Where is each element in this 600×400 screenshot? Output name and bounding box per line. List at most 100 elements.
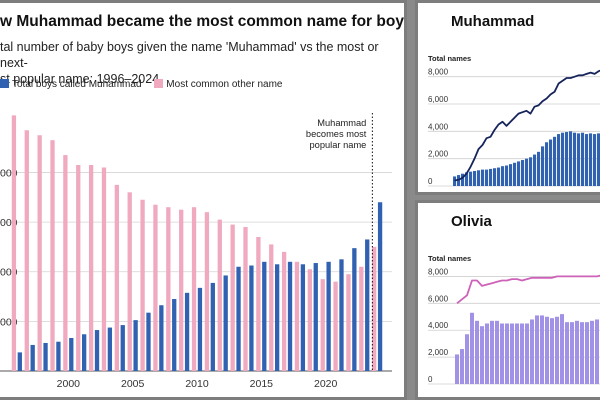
bar-other-1996 [11,115,17,371]
bar-2009 [505,165,509,186]
bar-2004 [495,320,499,384]
y-tick-label: 4,000 [428,321,449,330]
y-tick-label: 8,000 [428,267,449,276]
bar-2007 [497,167,501,186]
bar-2006 [505,323,509,384]
bar-2010 [509,164,513,186]
x-tick-label: 2010 [185,378,209,390]
bar-2001 [473,170,477,186]
bar-2018 [565,322,569,384]
muhammad-panel: Muhammad Total names 8,000 6,000 4,000 2,000… [415,0,600,195]
bar-1997 [460,349,464,384]
bar-other-2010 [191,207,197,371]
bar-1998 [465,334,469,384]
bar-muhammad-2017 [287,261,293,371]
bar-muhammad-2001 [82,334,87,371]
bar-2012 [535,315,539,384]
bar-2016 [555,316,559,384]
bar-2025 [569,131,573,186]
bar-other-2014 [243,227,248,371]
bar-2023 [561,132,565,186]
bar-2000 [475,320,479,384]
bar-2014 [525,158,529,186]
bar-muhammad-2014 [249,265,254,371]
y-tick-label: 6,000 [428,294,449,303]
bar-2017 [537,151,541,186]
bar-other-1997 [24,130,29,371]
bar-2028 [581,132,585,186]
bar-2008 [501,166,505,186]
x-tick-label: 2015 [250,378,274,390]
bar-other-2008 [166,207,171,371]
chart-legend: Total boys called Muhammad Most common o… [0,79,292,90]
bar-other-2005 [127,192,132,371]
bar-other-2019 [307,269,312,371]
y-tick-label: 4,000 [428,122,449,131]
bar-2031 [593,134,597,186]
annotation-text: Muhammad [317,118,366,128]
bar-2010 [525,323,529,384]
bar-2008 [515,323,519,384]
trend-line [454,69,600,182]
bar-2005 [500,323,504,384]
bar-2026 [573,132,577,186]
bar-2013 [540,315,544,384]
bar-1999 [470,312,474,384]
bar-other-2023 [359,266,364,371]
bar-other-2000 [63,155,68,371]
bar-1996 [455,354,459,384]
bar-other-2013 [230,224,235,371]
bar-other-2017 [281,251,287,371]
chart-title: w Muhammad became the most common name f… [0,13,407,30]
bar-other-2020 [320,279,325,371]
y-tick-label: 0 [428,375,433,384]
bar-muhammad-2013 [236,266,241,371]
bar-other-2011 [204,212,210,371]
bar-muhammad-2019 [313,263,318,371]
bar-muhammad-2016 [275,264,280,371]
bar-2022 [557,134,561,186]
bar-2002 [485,323,489,384]
bar-other-2022 [346,274,351,371]
legend-swatch-muhammad [0,79,9,88]
bar-other-2021 [333,281,338,371]
bar-2015 [550,318,554,384]
bar-2020 [575,320,579,384]
bar-muhammad-2003 [107,327,113,371]
annotation-text: popular name [310,140,367,150]
bar-other-1998 [37,135,42,371]
bar-2017 [560,314,564,384]
bar-muhammad-2000 [69,337,74,371]
chart-subtitle-line2: st popular name: 1996–2024 [0,72,160,86]
bar-2011 [513,162,517,186]
bar-2018 [541,146,545,186]
bar-muhammad-2018 [300,264,306,371]
olivia-mini-chart: Total names 8,000 6,000 4,000 2,000 0 [428,254,600,385]
bar-muhammad-2020 [326,261,331,371]
x-tick-label: 2005 [121,378,145,390]
bar-other-2018 [294,261,300,371]
bar-2016 [533,154,537,186]
bar-muhammad-2015 [262,261,267,371]
main-chart-panel: w Muhammad became the most common name f… [0,0,407,400]
bar-other-2003 [101,167,107,371]
x-tick-label: 2000 [57,378,81,390]
legend-item-muhammad: Total boys called Muhammad [0,79,144,90]
bar-1998 [461,173,465,186]
olivia-panel: Olivia Total names 8,000 6,000 4,000 2,000 0 [415,200,600,400]
y-tick-label: 6,000 [428,95,449,104]
y-tick-label: 8,000 [428,68,449,77]
bar-2020 [549,139,553,186]
bar-2023 [590,320,594,384]
bar-2021 [580,322,584,384]
bar-2000 [469,171,473,186]
annotation-text: becomes most [306,129,367,139]
bar-2004 [485,169,489,186]
bar-muhammad-2024 [377,202,383,371]
bar-other-2001 [76,165,81,371]
bar-2002 [477,170,481,186]
bar-2021 [553,136,557,186]
bar-muhammad-1998 [43,342,48,371]
bar-2032 [597,133,600,186]
chart-subtitle: tal number of baby boys given the name '… [0,39,400,87]
